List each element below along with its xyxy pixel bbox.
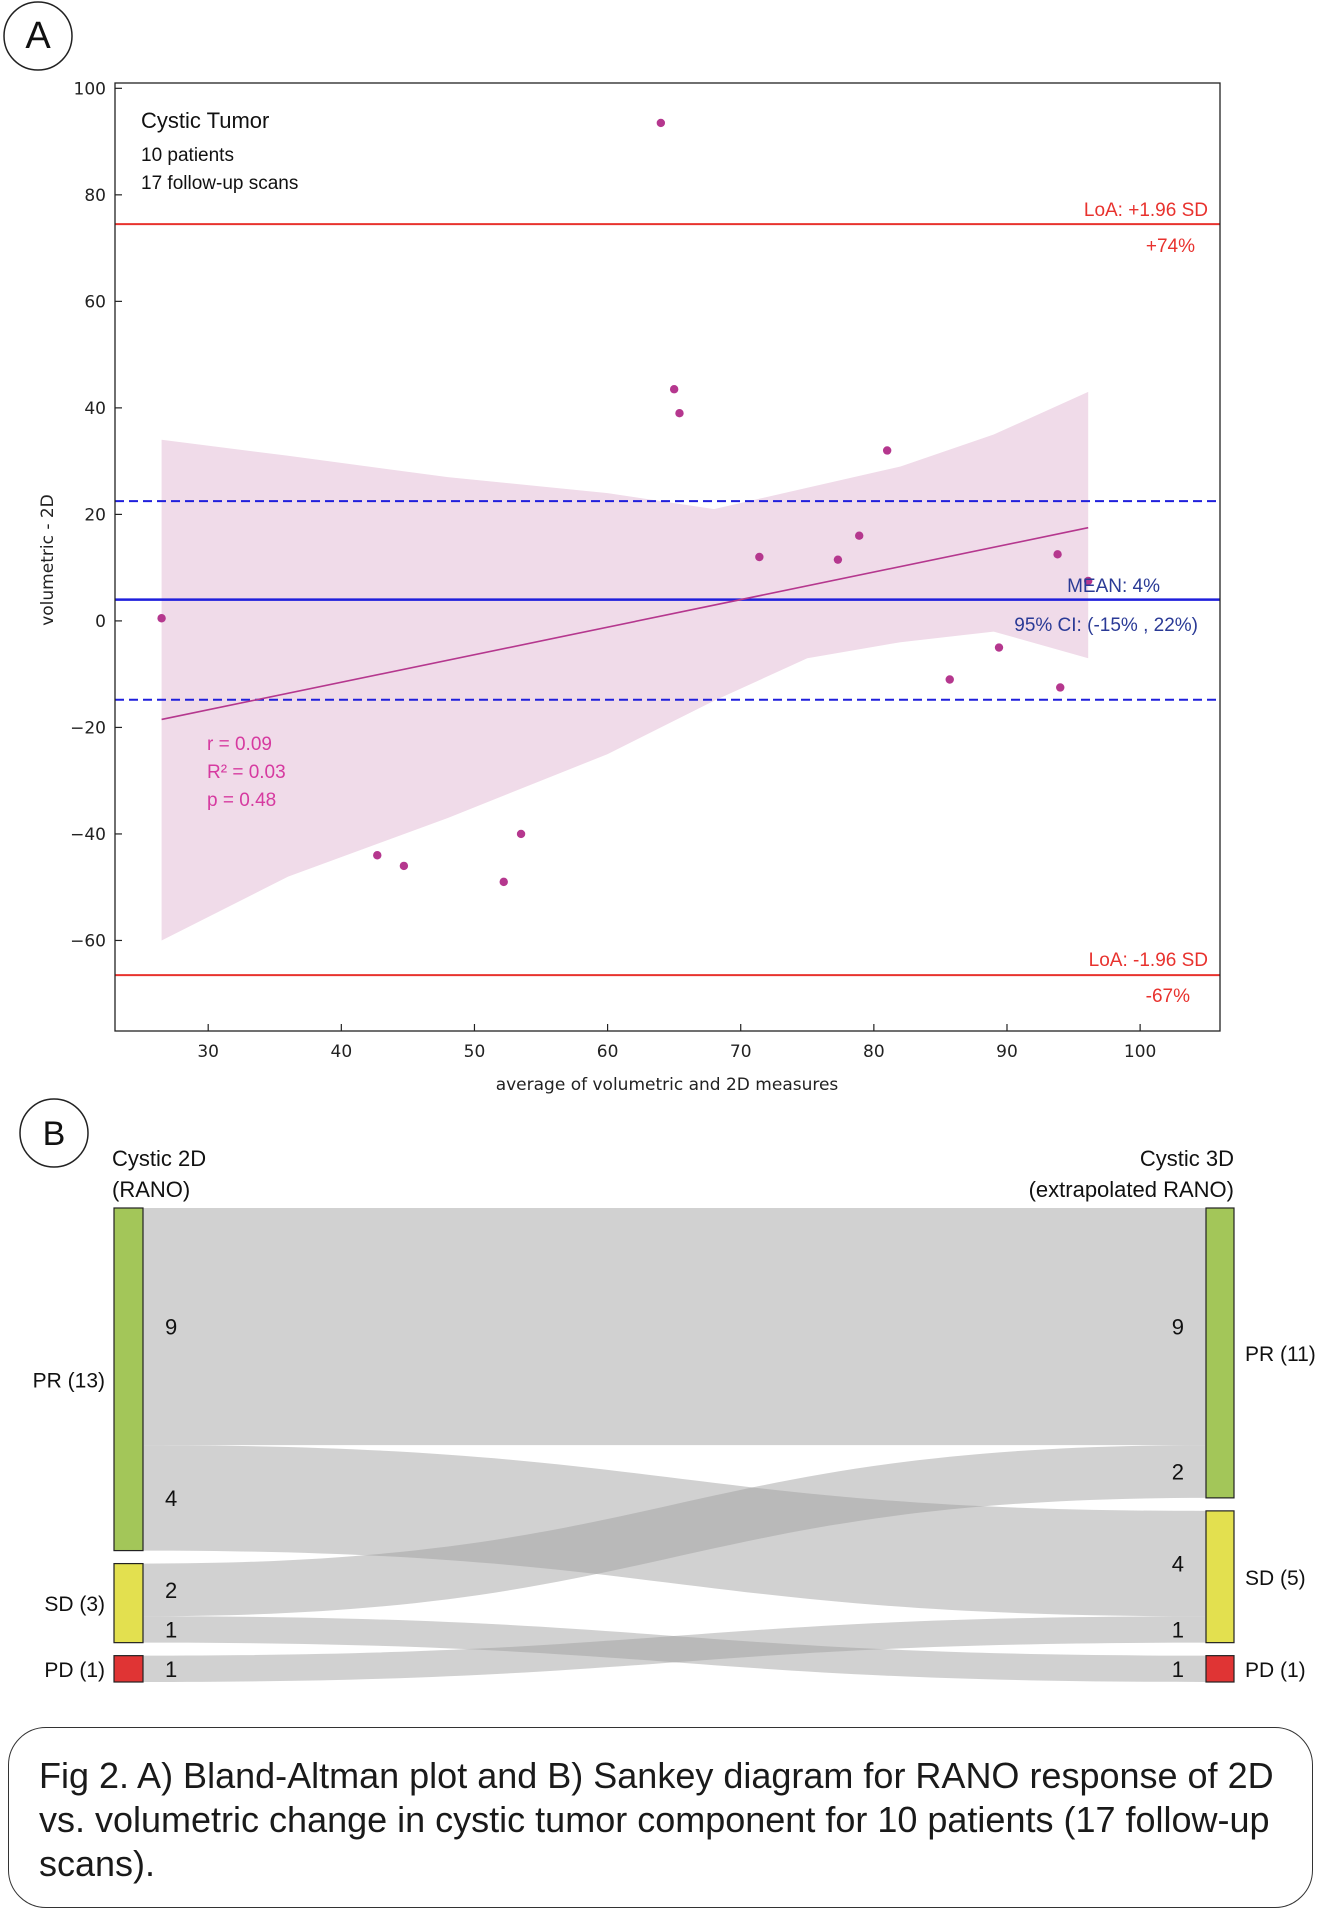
- scatter-point: [656, 118, 666, 128]
- scatter-point: [675, 409, 684, 418]
- scatter-point: [399, 861, 409, 871]
- scatter-point: [882, 446, 892, 455]
- x-tick-label: 40: [331, 1042, 353, 1062]
- y-tick-label: −20: [70, 718, 106, 738]
- y-tick-label: 80: [84, 186, 106, 206]
- sankey-flow-right-value: 4: [1172, 1552, 1184, 1577]
- x-tick-label: 60: [597, 1042, 619, 1062]
- sankey-diagram: 9 9 4 4 2 2 1 1 1 1 PR (13) SD (3) PD (1) PR (11) SD (…: [33, 1207, 1316, 1683]
- sankey-flow-pr-to-sd: [143, 1445, 1206, 1617]
- sankey-flow-left-value: 9: [165, 1315, 177, 1340]
- scatter-point: [1056, 683, 1065, 692]
- y-tick-label: −40: [70, 825, 106, 845]
- regression-layer: [161, 526, 1089, 721]
- reference-lines-layer: [115, 223, 1220, 977]
- x-tick-label: 90: [996, 1042, 1018, 1062]
- scatter-point: [499, 877, 508, 887]
- scatter-point: [755, 552, 764, 562]
- y-tick-label: 20: [84, 505, 106, 525]
- sankey-left-header-line2: (RANO): [112, 1177, 190, 1202]
- y-axis-title: volumetric - 2D: [38, 494, 58, 626]
- sankey-left-node-label: SD (3): [44, 1593, 105, 1616]
- plot-info-title: Cystic Tumor: [141, 108, 269, 133]
- sankey-right-header-line1: Cystic 3D: [1140, 1146, 1234, 1171]
- stat-p: p = 0.48: [207, 790, 276, 811]
- sankey-flow-right-value: 2: [1172, 1460, 1184, 1485]
- y-tick-label: 40: [84, 399, 106, 419]
- plot-frame: [114, 82, 1221, 1032]
- scatter-point: [833, 555, 843, 564]
- confidence-band-layer: [161, 391, 1089, 941]
- sankey-right-node-label: PD (1): [1245, 1659, 1306, 1682]
- x-tick-label: 30: [197, 1042, 219, 1062]
- scatter-point: [157, 614, 166, 623]
- plot-info-patients: 10 patients: [141, 145, 234, 166]
- figure-caption: Fig 2. A) Bland-Altman plot and B) Sanke…: [39, 1755, 1274, 1884]
- scatter-point: [516, 829, 526, 839]
- sankey-left-header-line1: Cystic 2D: [112, 1146, 206, 1171]
- loa-upper-value: +74%: [1146, 236, 1195, 257]
- sankey-right-node-pd: [1205, 1655, 1235, 1683]
- sankey-flow-right-value: 1: [1172, 1617, 1184, 1642]
- scatter-point: [855, 531, 864, 540]
- stat-r2: R² = 0.03: [207, 762, 286, 783]
- y-tick-label: 0: [95, 612, 106, 632]
- x-tick-label: 100: [1124, 1042, 1156, 1062]
- x-axis-title: average of volumetric and 2D measures: [496, 1075, 839, 1095]
- scatter-point: [1083, 576, 1093, 586]
- loa-lower-value: -67%: [1146, 986, 1190, 1007]
- panel-b-label: B: [43, 1115, 66, 1153]
- loa-upper-label: LoA: +1.96 SD: [1084, 200, 1208, 221]
- sankey-left-node-pd: [113, 1655, 144, 1683]
- stat-r: r = 0.09: [207, 734, 272, 755]
- sankey-flow-left-value: 2: [165, 1578, 177, 1603]
- panel-b-label-circle: [19, 1098, 89, 1168]
- scatter-point: [669, 385, 679, 394]
- sankey-flow-right-value: 9: [1172, 1315, 1184, 1340]
- sankey-right-header-line2: (extrapolated RANO): [1029, 1177, 1234, 1202]
- x-tick-label: 50: [464, 1042, 486, 1062]
- sankey-left-node-sd: [113, 1562, 144, 1644]
- mean-label: MEAN: 4%: [1067, 576, 1160, 597]
- x-tick-label: 70: [730, 1042, 752, 1062]
- caption-box: Fig 2. A) Bland-Altman plot and B) Sanke…: [8, 1727, 1313, 1908]
- sankey-left-node-label: PD (1): [44, 1659, 105, 1682]
- scatter-point: [994, 643, 1004, 652]
- sankey-flow-pd-to-sd: [143, 1616, 1206, 1682]
- y-tick-label: 100: [74, 79, 106, 99]
- plot-info-scans: 17 follow-up scans: [141, 173, 298, 194]
- panel-a-label-circle: [3, 1, 73, 71]
- sankey-right-node-sd: [1205, 1510, 1235, 1644]
- sankey-left-node-label: PR (13): [33, 1369, 105, 1392]
- sankey-flows-layer: [143, 1208, 1206, 1682]
- sankey-right-node-label: PR (11): [1245, 1343, 1316, 1366]
- y-tick-label: −60: [70, 931, 106, 951]
- panel-a-label: A: [25, 15, 51, 57]
- x-tick-label: 80: [863, 1042, 885, 1062]
- sankey-right-node-pr: [1205, 1207, 1235, 1499]
- sankey-flow-left-value: 1: [165, 1657, 177, 1682]
- scatter-points-layer: [157, 118, 1093, 887]
- sankey-flow-pr-to-pr: [143, 1208, 1206, 1446]
- axes-layer: 30 40 50 60 70 80 90 100 100 80 60 40 20 0 −20 −40 −60: [70, 79, 1221, 1062]
- sankey-right-node-label: SD (5): [1245, 1567, 1306, 1590]
- sankey-flow-right-value: 1: [1172, 1657, 1184, 1682]
- loa-lower-label: LoA: -1.96 SD: [1089, 950, 1208, 971]
- regression-confidence-band: [161, 391, 1089, 941]
- sankey-nodes-layer: [113, 1207, 1235, 1683]
- scatter-point: [945, 675, 954, 684]
- regression-line: [161, 526, 1089, 721]
- figure-canvas: A 30 40 50 60 70 80 90 100 100 80 60 40 20 0 −20 −40 −60…: [3, 1, 1316, 1683]
- scatter-point: [373, 851, 382, 860]
- sankey-flow-left-value: 4: [165, 1486, 177, 1511]
- sankey-flow-sd-to-pr: [143, 1445, 1206, 1617]
- sankey-flow-sd-to-pd: [143, 1616, 1206, 1682]
- bland-altman-plot: 30 40 50 60 70 80 90 100 100 80 60 40 20 0 −20 −40 −60: [70, 79, 1221, 1062]
- sankey-left-node-pr: [113, 1207, 144, 1552]
- scatter-point: [1053, 550, 1062, 559]
- sankey-labels-layer: 9 9 4 4 2 2 1 1 1 1 PR (13) SD (3) PD (1) PR (11) SD (…: [33, 1315, 1316, 1682]
- y-tick-label: 60: [84, 292, 106, 312]
- ci-label: 95% CI: (-15% , 22%): [1014, 615, 1198, 636]
- sankey-flow-left-value: 1: [165, 1617, 177, 1642]
